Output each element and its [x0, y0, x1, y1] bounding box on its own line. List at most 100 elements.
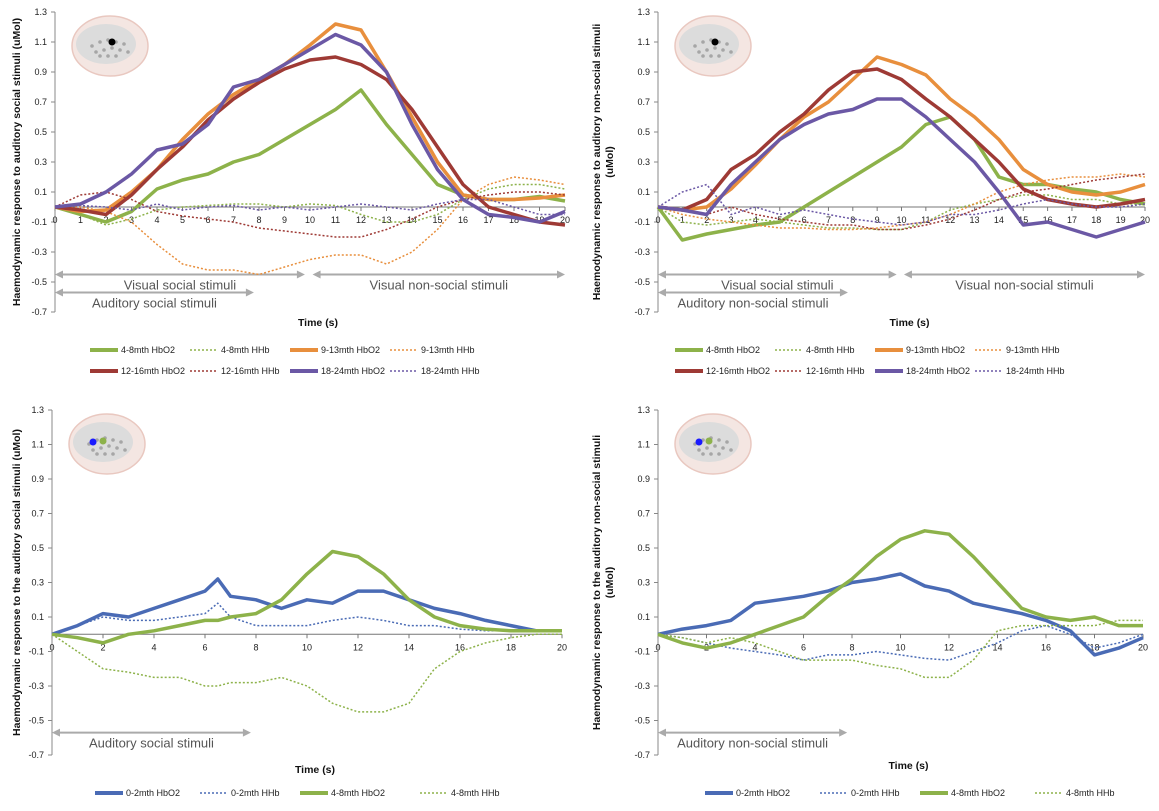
stimulus-label: Visual non-social stimuli — [955, 278, 1094, 293]
legend-label: 12-16mth HbO2 — [706, 366, 770, 376]
y-tick-label: 0.5 — [637, 543, 650, 553]
arrow-head-right-icon — [839, 288, 848, 297]
x-axis-label: Time (s) — [295, 764, 335, 776]
x-tick-label: 6 — [801, 642, 806, 652]
y-tick-label: 0.9 — [637, 67, 650, 77]
sensor-dot-icon — [717, 54, 721, 58]
x-tick-label: 6 — [202, 642, 207, 652]
channel-marker-icon — [99, 437, 107, 445]
legend-label: 4-8mth HbO2 — [706, 345, 760, 355]
sensor-dot-icon — [705, 48, 709, 52]
chart-panel-2: 1.3 1.1 0.9 0.7 0.5 0.3 0.1 -0.1 -0.3 -0.5 -0.7 0 1 2… — [580, 0, 1159, 400]
sensor-dot-icon — [102, 48, 106, 52]
arrow-head-left-icon — [903, 270, 912, 279]
x-tick-label: 1 — [78, 215, 83, 225]
sensor-dot-icon — [119, 440, 123, 444]
series-line-12-16mth-HHb — [657, 173, 1146, 231]
x-tick-label: 20 — [560, 215, 570, 225]
x-tick-label: 9 — [875, 215, 880, 225]
x-tick-label: 20 — [1140, 215, 1150, 225]
y-axis-label: Haemodynamic response to the auditory no… — [591, 435, 616, 730]
legend-label: 9-13mth HHb — [421, 345, 475, 355]
x-tick-label: 6 — [205, 215, 210, 225]
y-tick-label: 0.5 — [637, 127, 650, 137]
x-tick-label: 18 — [1091, 215, 1101, 225]
y-tick-label: 0.7 — [637, 97, 650, 107]
series-line-18-24mth-HHb — [657, 183, 1146, 226]
sensor-dot-icon — [98, 54, 102, 58]
y-tick-label: -0.7 — [634, 307, 650, 317]
legend-label: 12-16mth HHb — [806, 366, 865, 376]
sensor-dot-icon — [725, 440, 729, 444]
sensor-dot-icon — [106, 54, 110, 58]
legend-label: 9-13mth HHb — [1006, 345, 1060, 355]
series-line-18-24mth-HHb — [54, 198, 565, 216]
legend-label: 0-2mth HHb — [231, 788, 280, 798]
legend-label: 4-8mth HHb — [806, 345, 855, 355]
y-tick-label: 0.9 — [34, 67, 47, 77]
y-tick-label: -0.7 — [28, 750, 44, 760]
y-tick-label: -0.3 — [634, 681, 650, 691]
legend-label: 4-8mth HHb — [1066, 788, 1115, 798]
sensor-dot-icon — [107, 444, 111, 448]
stimulus-label: Auditory social stimuli — [89, 736, 214, 751]
legend-label: 4-8mth HbO2 — [331, 788, 385, 798]
sensor-dot-icon — [697, 448, 701, 452]
y-tick-label: 1.1 — [34, 37, 47, 47]
y-tick-label: -0.3 — [31, 247, 47, 257]
y-tick-label: -0.7 — [31, 307, 47, 317]
legend-label: 9-13mth HbO2 — [321, 345, 380, 355]
y-tick-label: -0.3 — [634, 247, 650, 257]
y-tick-label: -0.5 — [28, 716, 44, 726]
y-axis-label: Haemodynamic response to the auditory so… — [11, 429, 23, 736]
x-tick-label: 16 — [458, 215, 468, 225]
arrow-head-right-icon — [245, 288, 254, 297]
y-axis-label: Haemodynamic response to auditory non-so… — [591, 24, 616, 301]
y-tick-label: 1.3 — [31, 405, 44, 415]
sensor-dot-icon — [701, 54, 705, 58]
x-tick-label: 9 — [282, 215, 287, 225]
series-line-12-16mth-HHb — [54, 191, 566, 238]
y-tick-label: 0.9 — [31, 474, 44, 484]
x-tick-label: 13 — [970, 215, 980, 225]
x-tick-label: 17 — [1067, 215, 1077, 225]
y-tick-label: 1.1 — [637, 37, 650, 47]
arrow-head-right-icon — [296, 270, 305, 279]
x-tick-label: 11 — [331, 215, 340, 225]
series-line-0-2mth-HbO2 — [657, 572, 1144, 657]
arrow-head-right-icon — [557, 270, 565, 279]
sensor-dot-icon — [90, 44, 94, 48]
x-tick-label: 5 — [180, 215, 185, 225]
x-axis-label: Time (s) — [888, 760, 928, 772]
sensor-dot-icon — [729, 50, 733, 54]
head-icon-brain — [679, 24, 739, 64]
arrow-head-left-icon — [312, 270, 321, 279]
sensor-dot-icon — [126, 50, 130, 54]
y-tick-label: -0.1 — [634, 647, 650, 657]
arrow-head-left-icon — [52, 728, 60, 737]
y-tick-label: 0.1 — [637, 612, 650, 622]
sensor-dot-icon — [91, 448, 95, 452]
head-icon-brain — [76, 24, 136, 64]
sensor-dot-icon — [717, 438, 721, 442]
y-tick-label: -0.1 — [28, 647, 44, 657]
sensor-dot-icon — [99, 446, 103, 450]
chart-1-svg: 1.31.10.90.70.50.30.1-0.1-0.3-0.5-0.70 1 2… — [11, 7, 570, 376]
y-tick-label: 1.3 — [637, 405, 650, 415]
sensor-dot-icon — [725, 42, 729, 46]
legend-label: 0-2mth HbO2 — [126, 788, 180, 798]
sensor-dot-icon — [713, 46, 717, 50]
x-tick-label: 8 — [253, 642, 258, 652]
x-tick-label: 10 — [895, 642, 905, 652]
legend-label: 0-2mth HHb — [851, 788, 900, 798]
series-line-4-8mth-HbO2 — [656, 115, 1146, 242]
x-tick-label: 12 — [356, 215, 366, 225]
y-tick-label: 0.3 — [34, 157, 47, 167]
y-tick-label: -0.7 — [634, 750, 650, 760]
y-tick-label: -0.1 — [634, 217, 650, 227]
x-tick-label: 4 — [154, 215, 159, 225]
sensor-dot-icon — [114, 54, 118, 58]
sensor-dot-icon — [717, 452, 721, 456]
sensor-dot-icon — [123, 448, 127, 452]
series-line-18-24mth-HbO2 — [657, 97, 1146, 239]
